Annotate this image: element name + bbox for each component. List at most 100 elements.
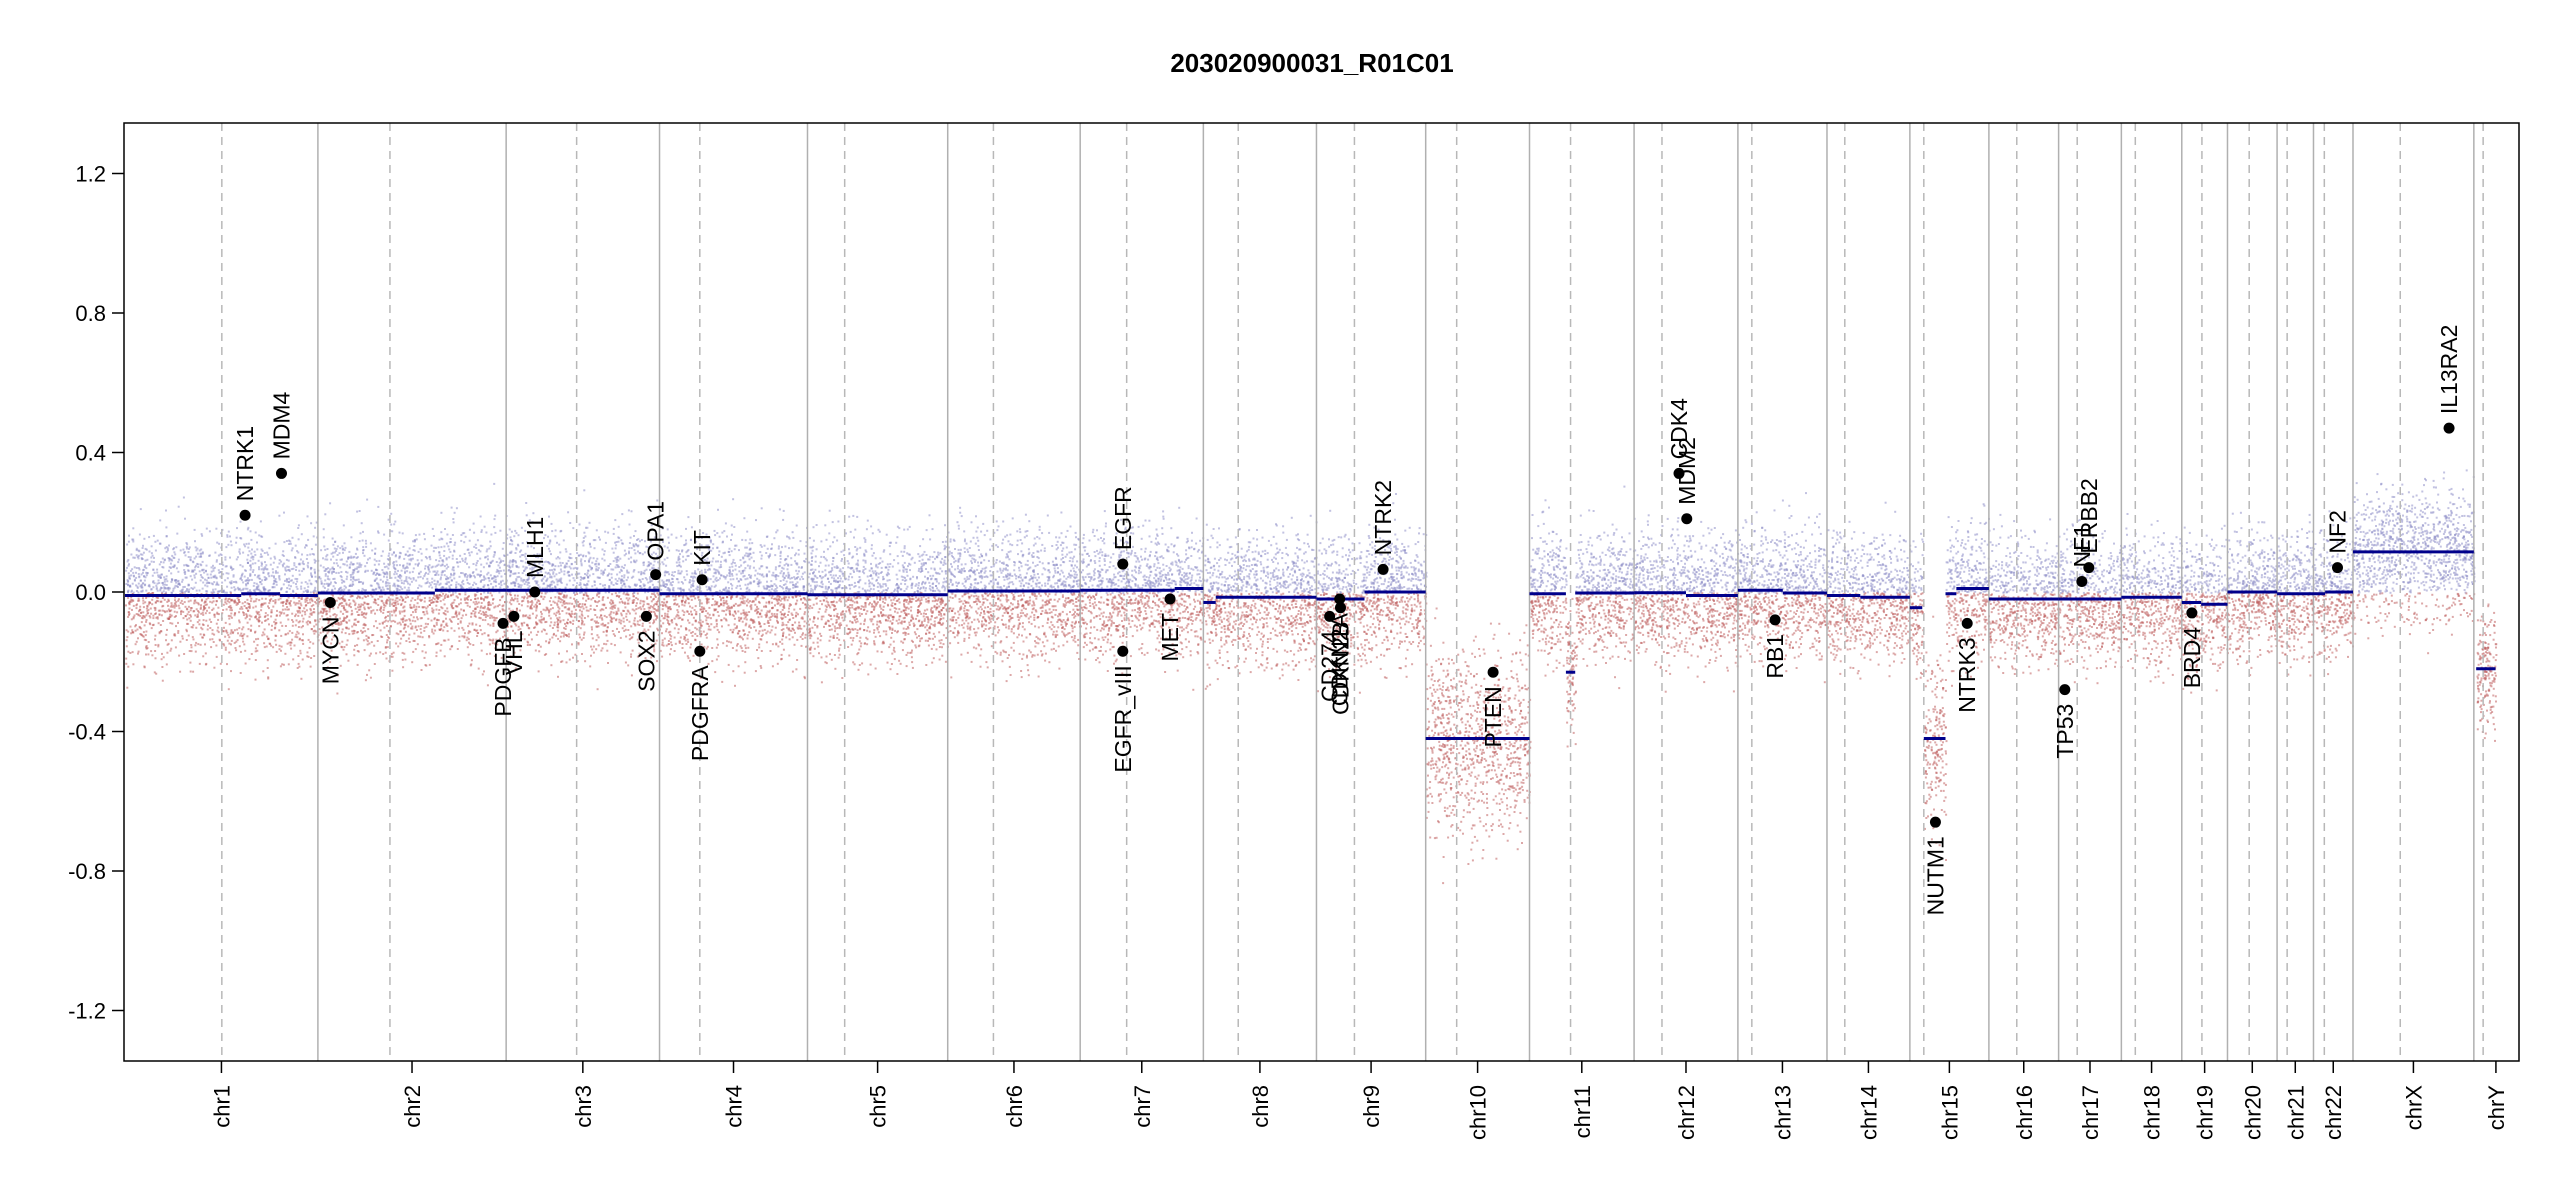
probe-point	[170, 650, 172, 652]
probe-point	[382, 581, 384, 583]
probe-point	[375, 599, 377, 601]
probe-point	[593, 646, 595, 648]
probe-point	[604, 569, 606, 571]
probe-point	[518, 626, 520, 628]
probe-point	[314, 527, 316, 529]
probe-point	[649, 562, 651, 564]
probe-point	[198, 619, 200, 621]
probe-point	[618, 610, 620, 612]
probe-point	[187, 584, 189, 586]
probe-point	[593, 557, 595, 559]
probe-point	[272, 586, 274, 588]
probe-point	[334, 613, 336, 615]
probe-point	[435, 655, 437, 657]
probe-point	[569, 580, 571, 582]
probe-point	[265, 598, 267, 600]
probe-point	[282, 605, 284, 607]
probe-point	[574, 579, 576, 581]
probe-point	[399, 564, 401, 566]
probe-point	[290, 642, 292, 644]
probe-point	[262, 604, 264, 606]
probe-point	[536, 634, 538, 636]
probe-point	[309, 641, 311, 643]
probe-point	[560, 636, 562, 638]
probe-point	[483, 670, 485, 672]
probe-point	[767, 631, 769, 633]
probe-point	[603, 554, 605, 556]
probe-point	[511, 531, 513, 533]
probe-point	[320, 612, 322, 614]
probe-point	[467, 646, 469, 648]
probe-point	[569, 603, 571, 605]
probe-point	[561, 571, 563, 573]
probe-point	[306, 621, 308, 623]
probe-point	[228, 636, 230, 638]
probe-point	[622, 627, 624, 629]
probe-point	[610, 616, 612, 618]
probe-point	[548, 572, 550, 574]
probe-point	[370, 612, 372, 614]
probe-point	[445, 614, 447, 616]
probe-point	[170, 567, 172, 569]
probe-point	[175, 625, 177, 627]
probe-point	[132, 527, 134, 529]
probe-point	[342, 596, 344, 598]
probe-point	[159, 614, 161, 616]
probe-point	[412, 651, 414, 653]
probe-point	[364, 630, 366, 632]
probe-point	[258, 534, 260, 536]
probe-point	[640, 581, 642, 583]
probe-point	[197, 610, 199, 612]
probe-point	[424, 644, 426, 646]
probe-point	[617, 556, 619, 558]
probe-point	[394, 577, 396, 579]
probe-point	[598, 536, 600, 538]
probe-point	[429, 604, 431, 606]
probe-point	[453, 573, 455, 575]
probe-point	[772, 665, 774, 667]
probe-point	[534, 626, 536, 628]
probe-point	[716, 625, 718, 627]
probe-point	[192, 671, 194, 673]
probe-point	[133, 575, 135, 577]
probe-point	[636, 560, 638, 562]
probe-point	[595, 648, 597, 650]
probe-point	[166, 580, 168, 582]
probe-point	[240, 651, 242, 653]
probe-point	[443, 620, 445, 622]
probe-point	[161, 614, 163, 616]
probe-point	[377, 506, 379, 508]
probe-point	[245, 584, 247, 586]
probe-point	[453, 550, 455, 552]
probe-point	[417, 564, 419, 566]
probe-point	[471, 551, 473, 553]
probe-point	[624, 625, 626, 627]
probe-point	[165, 634, 167, 636]
probe-point	[171, 560, 173, 562]
probe-point	[393, 523, 395, 525]
probe-point	[449, 648, 451, 650]
probe-point	[377, 604, 379, 606]
probe-point	[570, 567, 572, 569]
probe-point	[571, 563, 573, 565]
probe-point	[350, 556, 352, 558]
probe-point	[452, 558, 454, 560]
probe-point	[608, 573, 610, 575]
probe-point	[244, 605, 246, 607]
probe-point	[476, 635, 478, 637]
probe-point	[604, 584, 606, 586]
probe-point	[278, 575, 280, 577]
probe-point	[552, 564, 554, 566]
probe-point	[452, 555, 454, 557]
probe-point	[758, 616, 760, 618]
probe-point	[622, 602, 624, 604]
probe-point	[434, 630, 436, 632]
probe-point	[228, 573, 230, 575]
probe-point	[311, 583, 313, 585]
probe-point	[499, 586, 501, 588]
probe-point	[155, 601, 157, 603]
probe-point	[589, 665, 591, 667]
probe-point	[205, 663, 207, 665]
probe-point	[278, 629, 280, 631]
probe-point	[135, 630, 137, 632]
